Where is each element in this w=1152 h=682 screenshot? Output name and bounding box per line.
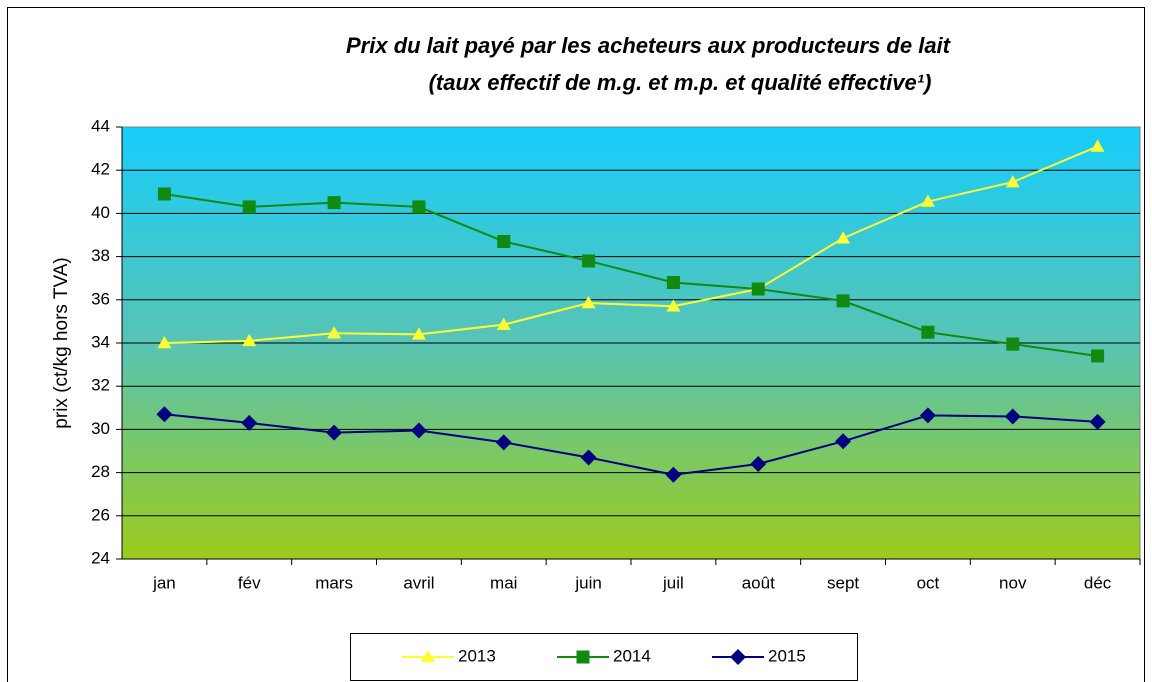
data-point [921, 325, 935, 339]
x-tick-label: mai [490, 573, 517, 592]
data-point [242, 200, 256, 214]
data-point [156, 406, 173, 423]
chart-title: Prix du lait payé par les acheteurs aux … [346, 33, 952, 58]
y-tick-label: 26 [91, 505, 110, 524]
series-line [164, 192, 1098, 357]
y-tick-label: 28 [91, 462, 110, 481]
data-point [751, 282, 765, 296]
data-point [495, 434, 512, 451]
data-point [836, 231, 851, 244]
data-point [835, 433, 852, 450]
data-point [1089, 413, 1106, 430]
x-tick-label: déc [1084, 573, 1112, 592]
data-point [327, 196, 341, 210]
y-tick-label: 32 [91, 376, 110, 395]
x-tick-label: juin [574, 573, 601, 592]
x-tick-label: nov [999, 573, 1027, 592]
data-point [581, 296, 596, 309]
data-point [1090, 139, 1105, 152]
x-tick-label: juil [662, 573, 684, 592]
x-tick-label: jan [152, 573, 176, 592]
data-point [497, 234, 511, 248]
data-point [580, 449, 597, 466]
data-point [919, 407, 936, 424]
y-tick-label: 30 [91, 419, 110, 438]
chart-subtitle: (taux effectif de m.g. et m.p. et qualit… [429, 70, 932, 95]
data-point [1006, 337, 1020, 351]
data-point [666, 299, 681, 312]
y-tick-label: 42 [91, 160, 110, 179]
data-point [582, 254, 596, 268]
series-line [164, 413, 1098, 476]
y-tick-label: 34 [91, 332, 110, 351]
data-point [666, 276, 680, 290]
data-point [1005, 175, 1020, 188]
x-tick-label: mars [315, 573, 353, 592]
y-axis-label: prix (ct/kg hors TVA) [51, 257, 72, 428]
data-point [412, 200, 426, 214]
data-point [1004, 408, 1021, 425]
legend-marker [421, 650, 435, 663]
data-point [157, 187, 171, 201]
data-point [241, 414, 258, 431]
data-point [410, 422, 427, 439]
y-tick-label: 36 [91, 289, 110, 308]
y-tick-label: 40 [91, 203, 110, 222]
series-line [164, 145, 1098, 344]
data-point [411, 327, 426, 340]
x-tick-label: sept [827, 573, 859, 592]
x-tick-label: oct [917, 573, 940, 592]
data-point [157, 336, 172, 349]
data-point [496, 317, 511, 330]
data-point [326, 424, 343, 441]
data-point [920, 194, 935, 207]
data-point [1091, 349, 1105, 363]
y-tick-label: 44 [91, 116, 110, 135]
legend-label: 2015 [768, 646, 806, 665]
y-tick-label: 38 [91, 246, 110, 265]
legend-marker [576, 650, 590, 664]
y-tick-label: 24 [91, 548, 110, 567]
x-tick-label: fév [238, 573, 261, 592]
data-point [665, 466, 682, 483]
x-tick-label: avril [403, 573, 434, 592]
chart-border [7, 7, 1145, 682]
x-tick-label: août [742, 573, 775, 592]
data-point [242, 333, 257, 347]
legend-marker [730, 649, 746, 665]
legend-label: 2013 [458, 646, 496, 665]
data-point [836, 294, 850, 308]
data-point [750, 455, 767, 472]
data-point [327, 326, 342, 339]
legend-label: 2014 [613, 646, 651, 665]
